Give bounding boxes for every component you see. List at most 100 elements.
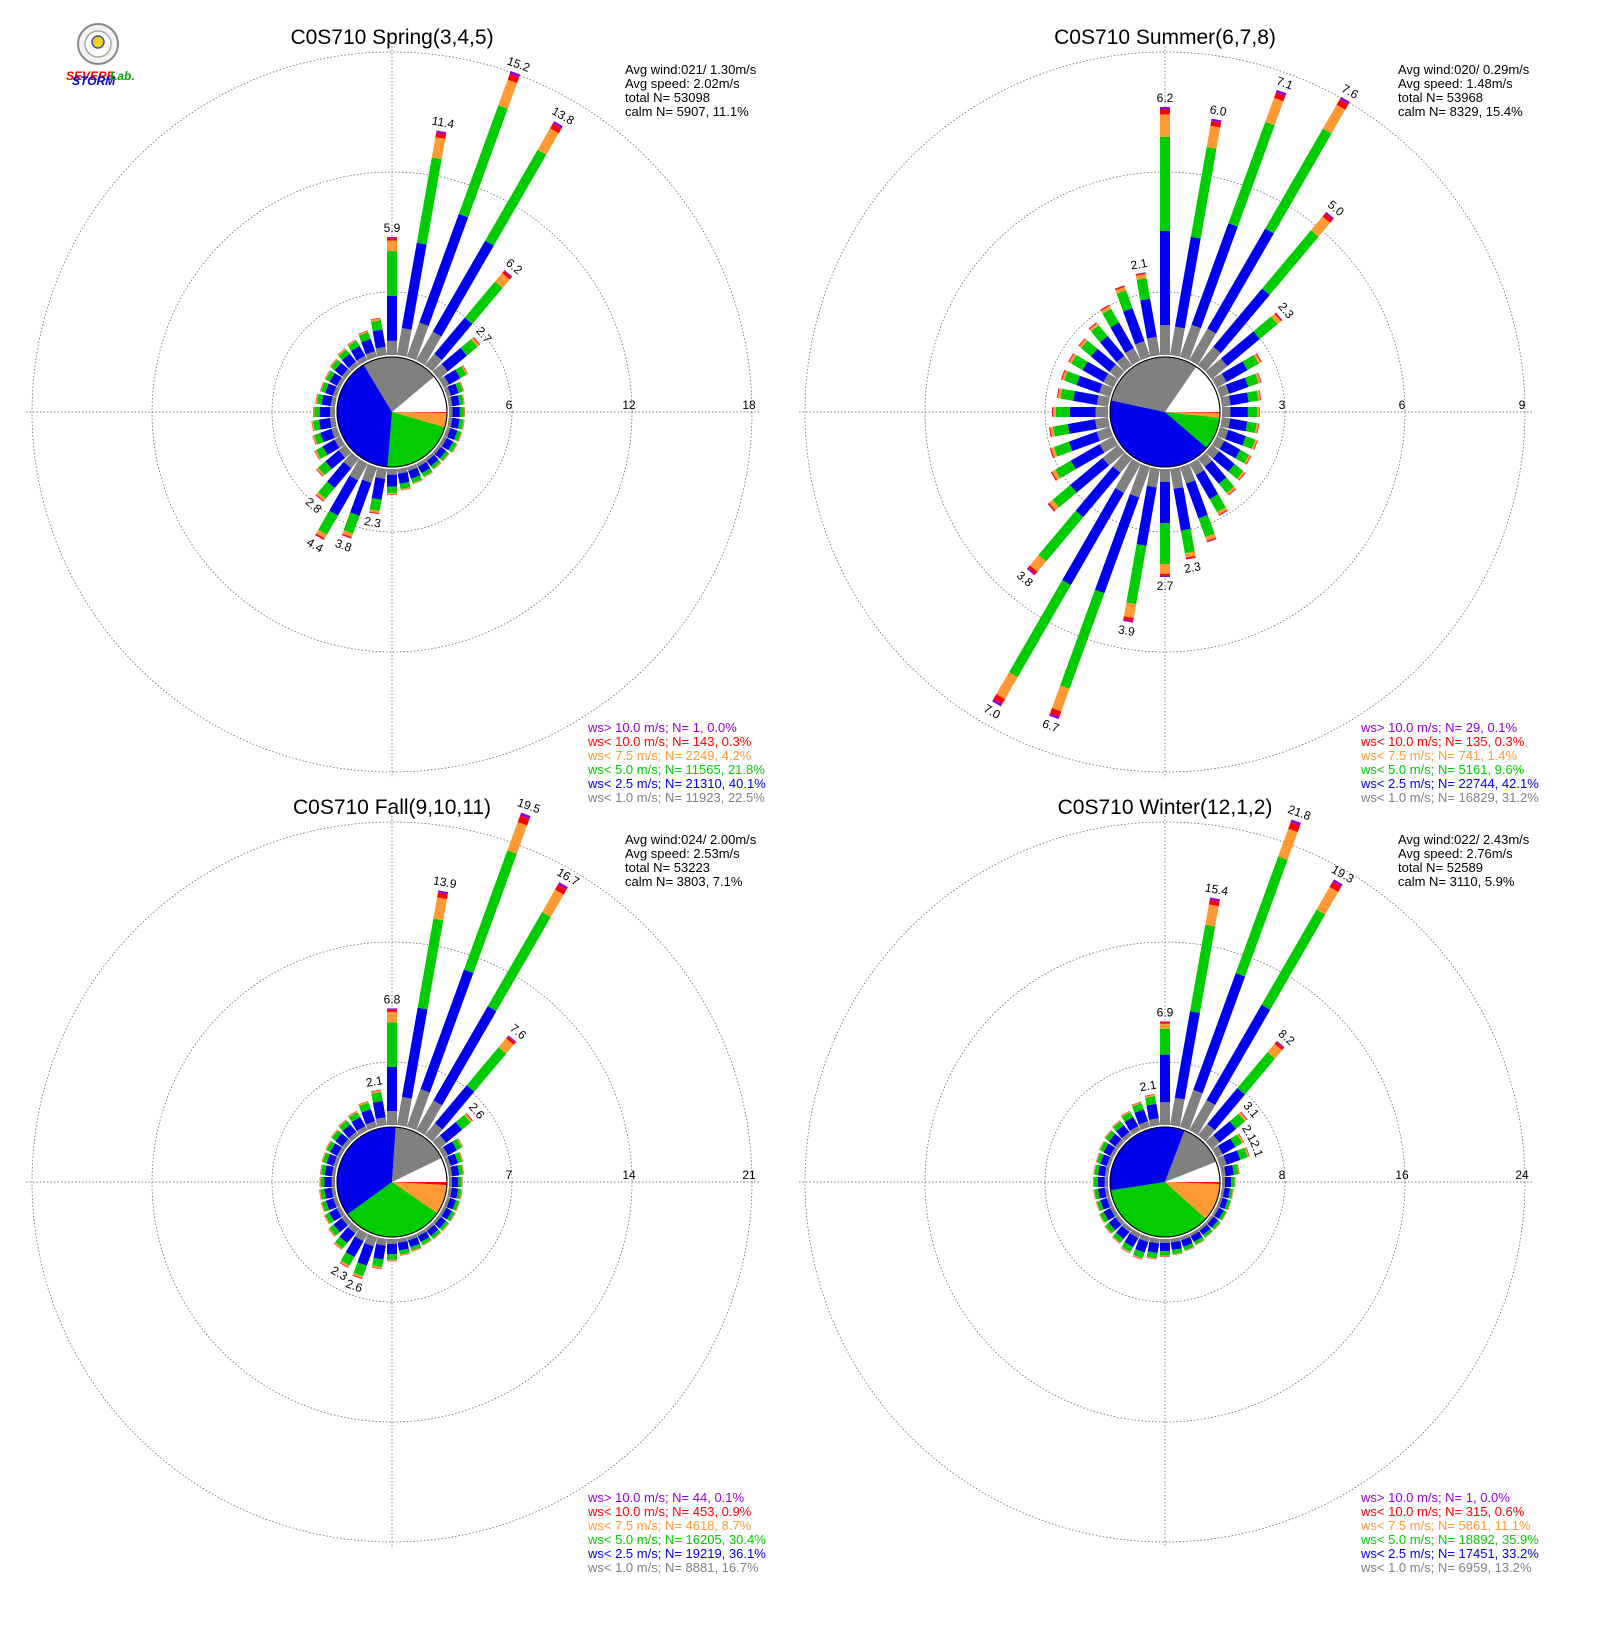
direction-bar — [1216, 1196, 1232, 1211]
bar-segment-lt1 — [1216, 1155, 1227, 1168]
bar-segment-lt25 — [417, 461, 431, 474]
bar-segment-lt1 — [331, 1186, 337, 1198]
bar-segment-lt25 — [441, 437, 454, 451]
bar-segment-lt25 — [1174, 1011, 1200, 1100]
windrose-panel: C0S710 Spring(3,4,5)6 12 185.911.415.213.8… — [26, 26, 766, 805]
bar-segment-lt1 — [416, 331, 442, 366]
bar-segment-lt5 — [1253, 316, 1278, 339]
bar-segment-lt75 — [507, 822, 528, 854]
direction-bar — [325, 1140, 346, 1158]
bar-segment-lt25 — [433, 1006, 497, 1106]
bar-segment-lt5 — [314, 432, 324, 445]
direction-bar — [311, 416, 337, 431]
direction-bar — [1049, 426, 1114, 459]
bar-segment-lt5 — [372, 1257, 384, 1268]
bar-segment-lt5 — [1235, 449, 1250, 464]
direction-bar — [1146, 1237, 1161, 1260]
bar-segment-lt5 — [448, 441, 457, 453]
bar-segment-lt75 — [352, 1272, 364, 1279]
bar-segment-lt1 — [1211, 1206, 1220, 1217]
stats-line: total N= 53223 — [625, 860, 710, 875]
direction-bar — [1131, 1101, 1151, 1131]
bar-segment-lt25 — [326, 1154, 337, 1166]
stats-line: Avg wind:022/ 2.43m/s — [1398, 832, 1530, 847]
direction-bar — [1095, 1196, 1114, 1212]
bar-segment-lt5 — [460, 339, 478, 356]
pie-slice-lt5 — [347, 1182, 438, 1237]
bar-segment-lt5 — [1091, 325, 1108, 343]
stats-line: Avg speed: 2.76m/s — [1398, 846, 1513, 861]
bar-segment-lt25 — [1140, 298, 1157, 339]
bar-segment-lt1 — [443, 1196, 451, 1208]
bar-segment-lt10 — [1027, 565, 1038, 575]
direction-bar — [1205, 444, 1246, 481]
legend-entry: ws< 5.0 m/s; N= 11565, 21.8% — [587, 762, 765, 777]
pie-slice-lt75 — [1165, 412, 1220, 418]
bar-segment-lt5 — [1099, 1141, 1109, 1153]
chart-title: C0S710 Fall(9,10,11) — [293, 796, 491, 819]
bar-segment-lt25 — [1116, 1225, 1130, 1240]
bar-segment-lt1 — [406, 463, 418, 471]
bar-segment-lt1 — [1211, 1145, 1223, 1158]
bar-segment-lt1 — [341, 1214, 352, 1226]
bar-segment-lt1 — [1112, 452, 1133, 473]
bar-segment-gt10 — [1276, 1040, 1285, 1049]
bar-segment-lt75 — [1123, 602, 1137, 619]
direction-bar — [330, 1129, 352, 1150]
direction-bar — [1060, 370, 1114, 398]
bar-segment-lt5 — [430, 1229, 441, 1239]
direction-bar: 13.9 — [396, 873, 458, 1127]
bar-segment-lt1 — [416, 1100, 443, 1136]
direction-bar: 7.6 — [1189, 81, 1361, 366]
pie-slice-lt1 — [1165, 1130, 1217, 1182]
bar-segment-lt25 — [372, 329, 386, 349]
bar-value-label: 2.1 — [365, 1073, 384, 1090]
bar-segment-lt10 — [1210, 121, 1222, 128]
bar-segment-lt25 — [1191, 223, 1238, 329]
bar-segment-lt1 — [330, 396, 337, 408]
bar-segment-lt25 — [1067, 419, 1097, 434]
bar-segment-lt5 — [343, 512, 360, 534]
bar-segment-lt1 — [1197, 452, 1213, 467]
bar-segment-lt5 — [463, 850, 517, 974]
bar-segment-lt25 — [1097, 1187, 1107, 1199]
bar-segment-lt5 — [1242, 354, 1259, 371]
direction-bar — [358, 330, 378, 361]
direction-bar — [447, 394, 465, 408]
bar-segment-lt10 — [507, 73, 520, 84]
bar-segment-lt5 — [455, 1114, 471, 1130]
bar-segment-lt5 — [1229, 1113, 1246, 1129]
bar-segment-lt1 — [331, 1166, 337, 1178]
direction-bar: 6.0 — [1169, 102, 1228, 357]
bar-segment-lt25 — [351, 1117, 366, 1131]
bar-segment-lt5 — [430, 459, 441, 469]
bar-segment-lt1 — [1146, 336, 1161, 357]
direction-bar — [443, 381, 465, 398]
bar-segment-lt5 — [329, 1224, 340, 1236]
bar-value-label: 2.1 — [1139, 1078, 1158, 1095]
bar-segment-lt10 — [1047, 502, 1056, 512]
bar-segment-lt75 — [1061, 370, 1068, 381]
bar-segment-lt25 — [1217, 1138, 1236, 1155]
bar-segment-lt1 — [1197, 346, 1221, 372]
bar-segment-lt25 — [329, 475, 359, 516]
stats-line: calm N= 3803, 7.1% — [625, 874, 743, 889]
bar-segment-lt1 — [336, 377, 346, 388]
bar-segment-lt5 — [1228, 121, 1275, 227]
direction-bar — [1169, 1237, 1183, 1256]
ring-label: 6 — [1399, 398, 1406, 412]
bar-segment-lt1 — [438, 1206, 447, 1217]
bar-segment-lt5 — [1242, 436, 1256, 449]
bar-segment-lt1 — [1169, 326, 1185, 357]
bar-segment-lt5 — [417, 918, 444, 1010]
bar-segment-lt25 — [1062, 487, 1125, 586]
bar-segment-lt1 — [333, 386, 341, 398]
direction-bar — [319, 381, 341, 398]
direction-bar — [314, 436, 346, 460]
direction-bar: 6.8 — [384, 992, 401, 1125]
bar-segment-lt10 — [1051, 471, 1058, 481]
direction-bar — [432, 444, 450, 462]
bar-segment-lt5 — [1105, 1130, 1116, 1142]
bar-segment-lt25 — [371, 477, 386, 500]
